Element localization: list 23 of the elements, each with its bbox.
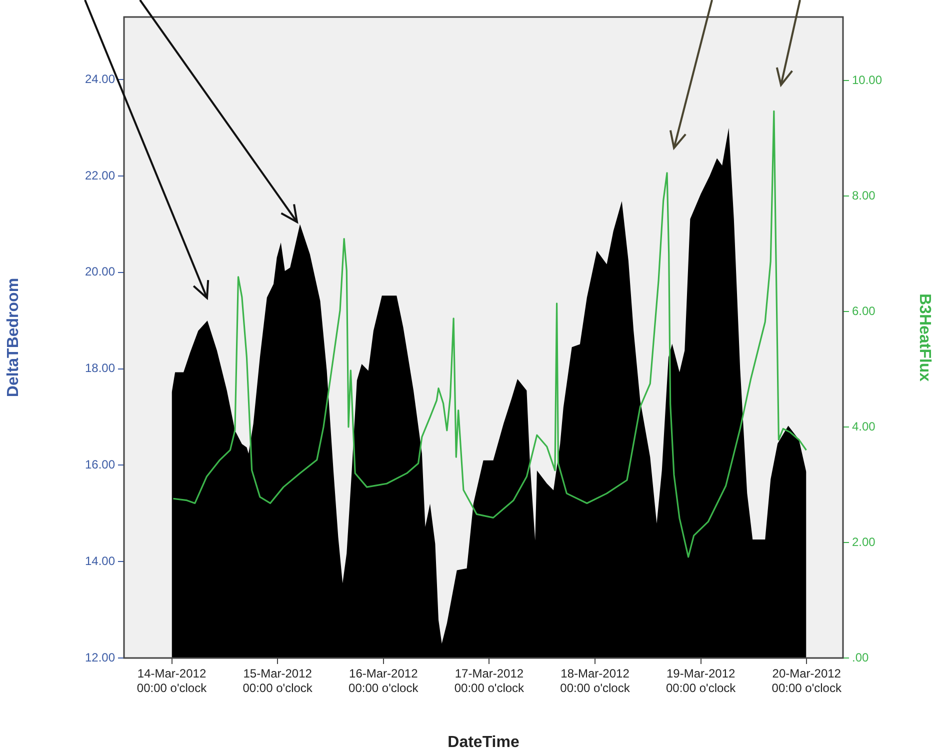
x-tick-label: 18-Mar-2012 00:00 o'clock <box>560 666 631 695</box>
x-tick-label: 19-Mar-2012 00:00 o'clock <box>666 666 737 695</box>
y2-tick-label: .00 <box>852 650 870 664</box>
y-tick-label: 20.00 <box>84 264 116 279</box>
y-tick-label: 16.00 <box>84 458 116 472</box>
x-axis-title: DateTime <box>448 734 520 751</box>
x-tick-label: 17-Mar-2012 00:00 o'clock <box>454 666 526 695</box>
y-tick-label: 18.00 <box>84 361 116 376</box>
y-tick-label: 12.00 <box>84 650 116 664</box>
x-tick-label: 15-Mar-2012 00:00 o'clock <box>242 666 314 695</box>
y-axis-title: DeltaTBedroom <box>5 278 22 398</box>
x-tick-label: 14-Mar-2012 00:00 o'clock <box>136 666 208 695</box>
y-tick-label: 14.00 <box>84 554 116 568</box>
y2-tick-label: 2.00 <box>852 534 876 549</box>
x-tick-label: 16-Mar-2012 00:00 o'clock <box>348 666 420 695</box>
y2-tick-label: 8.00 <box>852 188 876 202</box>
y2-axis-title: B3HeatFlux <box>916 293 933 382</box>
y-tick-label: 24.00 <box>84 72 116 86</box>
y-tick-label: 22.00 <box>84 168 116 182</box>
y2-tick-label: 6.00 <box>852 304 876 318</box>
y2-tick-label: 4.00 <box>852 419 876 434</box>
x-tick-label: 20-Mar-2012 00:00 o'clock <box>772 666 842 695</box>
y2-tick-label: 10.00 <box>852 72 882 87</box>
